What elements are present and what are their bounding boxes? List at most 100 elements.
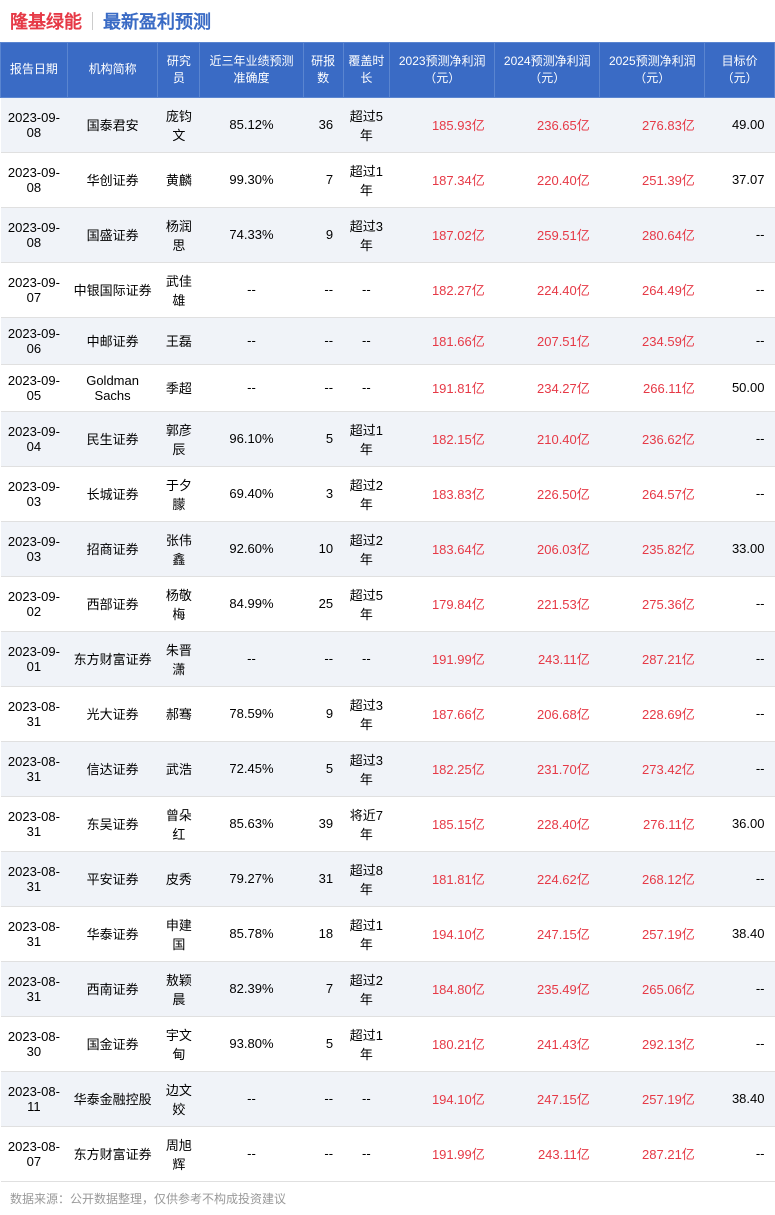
table-cell: 2023-08-07 xyxy=(1,1126,68,1181)
table-cell: 超过3年 xyxy=(343,207,390,262)
table-cell: 曾朵红 xyxy=(158,796,200,851)
table-cell: 超过1年 xyxy=(343,906,390,961)
table-cell: 7 xyxy=(303,961,343,1016)
table-cell: 2023-08-30 xyxy=(1,1016,68,1071)
table-cell: 247.15亿 xyxy=(495,1071,600,1126)
table-cell: 2023-09-03 xyxy=(1,466,68,521)
table-cell: 259.51亿 xyxy=(495,207,600,262)
table-cell: 2023-09-05 xyxy=(1,364,68,411)
table-cell: -- xyxy=(200,631,303,686)
table-cell: -- xyxy=(303,1071,343,1126)
table-cell: 187.66亿 xyxy=(390,686,495,741)
table-cell: 74.33% xyxy=(200,207,303,262)
table-cell: 东方财富证券 xyxy=(67,631,158,686)
table-cell: 183.83亿 xyxy=(390,466,495,521)
table-cell: 287.21亿 xyxy=(600,631,705,686)
table-cell: 184.80亿 xyxy=(390,961,495,1016)
footnote: 数据来源：公开数据整理，仅供参考不构成投资建议 xyxy=(0,1182,775,1215)
table-cell: 38.40 xyxy=(705,1071,775,1126)
table-cell: 243.11亿 xyxy=(495,1126,600,1181)
table-cell: 超过2年 xyxy=(343,961,390,1016)
table-cell: 国金证券 xyxy=(67,1016,158,1071)
table-cell: 中银国际证券 xyxy=(67,262,158,317)
table-cell: 93.80% xyxy=(200,1016,303,1071)
table-cell: 85.63% xyxy=(200,796,303,851)
table-cell: 2023-08-31 xyxy=(1,851,68,906)
table-cell: -- xyxy=(705,207,775,262)
table-cell: 181.66亿 xyxy=(390,317,495,364)
table-cell: 2023-08-31 xyxy=(1,741,68,796)
table-cell: 235.82亿 xyxy=(600,521,705,576)
table-cell: 241.43亿 xyxy=(495,1016,600,1071)
table-cell: 85.78% xyxy=(200,906,303,961)
table-row: 2023-08-31平安证券皮秀79.27%31超过8年181.81亿224.6… xyxy=(1,851,775,906)
table-cell: 长城证券 xyxy=(67,466,158,521)
table-cell: -- xyxy=(343,631,390,686)
table-cell: 5 xyxy=(303,411,343,466)
table-cell: 273.42亿 xyxy=(600,741,705,796)
table-cell: -- xyxy=(343,1071,390,1126)
table-row: 2023-09-05Goldman Sachs季超------191.81亿23… xyxy=(1,364,775,411)
table-cell: 5 xyxy=(303,1016,343,1071)
table-cell: 7 xyxy=(303,152,343,207)
table-cell: 25 xyxy=(303,576,343,631)
table-cell: -- xyxy=(705,686,775,741)
table-cell: 5 xyxy=(303,741,343,796)
table-cell: 光大证券 xyxy=(67,686,158,741)
table-cell: 宇文甸 xyxy=(158,1016,200,1071)
table-cell: 将近7年 xyxy=(343,796,390,851)
table-cell: 3 xyxy=(303,466,343,521)
table-cell: Goldman Sachs xyxy=(67,364,158,411)
table-cell: 华创证券 xyxy=(67,152,158,207)
table-cell: 257.19亿 xyxy=(600,1071,705,1126)
table-cell: 276.11亿 xyxy=(600,796,705,851)
table-cell: 2023-08-31 xyxy=(1,961,68,1016)
table-cell: 2023-08-31 xyxy=(1,796,68,851)
table-cell: 西南证券 xyxy=(67,961,158,1016)
table-cell: 264.57亿 xyxy=(600,466,705,521)
table-cell: 194.10亿 xyxy=(390,906,495,961)
table-cell: 王磊 xyxy=(158,317,200,364)
table-cell: 268.12亿 xyxy=(600,851,705,906)
table-cell: 东方财富证券 xyxy=(67,1126,158,1181)
table-cell: 72.45% xyxy=(200,741,303,796)
table-cell: 194.10亿 xyxy=(390,1071,495,1126)
column-header: 机构简称 xyxy=(67,43,158,98)
table-cell: 69.40% xyxy=(200,466,303,521)
table-cell: 206.03亿 xyxy=(495,521,600,576)
table-cell: 183.64亿 xyxy=(390,521,495,576)
table-cell: 招商证券 xyxy=(67,521,158,576)
table-cell: -- xyxy=(200,262,303,317)
column-header: 研究员 xyxy=(158,43,200,98)
table-cell: 平安证券 xyxy=(67,851,158,906)
table-cell: 杨润思 xyxy=(158,207,200,262)
table-cell: 郭彦辰 xyxy=(158,411,200,466)
table-row: 2023-08-31信达证券武浩72.45%5超过3年182.25亿231.70… xyxy=(1,741,775,796)
table-cell: 超过3年 xyxy=(343,686,390,741)
table-row: 2023-09-07中银国际证券武佳雄------182.27亿224.40亿2… xyxy=(1,262,775,317)
column-header: 研报数 xyxy=(303,43,343,98)
table-cell: 287.21亿 xyxy=(600,1126,705,1181)
table-cell: 191.99亿 xyxy=(390,1126,495,1181)
table-row: 2023-08-31光大证券郝骞78.59%9超过3年187.66亿206.68… xyxy=(1,686,775,741)
divider xyxy=(92,12,93,30)
table-cell: -- xyxy=(343,364,390,411)
company-name: 隆基绿能 xyxy=(10,8,82,34)
table-cell: 华泰金融控股 xyxy=(67,1071,158,1126)
table-cell: 季超 xyxy=(158,364,200,411)
table-cell: -- xyxy=(303,262,343,317)
table-cell: 180.21亿 xyxy=(390,1016,495,1071)
table-cell: 210.40亿 xyxy=(495,411,600,466)
table-cell: 2023-08-31 xyxy=(1,686,68,741)
table-cell: 黄麟 xyxy=(158,152,200,207)
table-cell: 超过3年 xyxy=(343,741,390,796)
table-cell: 2023-09-03 xyxy=(1,521,68,576)
table-cell: -- xyxy=(705,411,775,466)
table-cell: 235.49亿 xyxy=(495,961,600,1016)
table-row: 2023-08-07东方财富证券周旭辉------191.99亿243.11亿2… xyxy=(1,1126,775,1181)
table-row: 2023-08-11华泰金融控股边文姣------194.10亿247.15亿2… xyxy=(1,1071,775,1126)
table-cell: 292.13亿 xyxy=(600,1016,705,1071)
table-row: 2023-09-08国盛证券杨润思74.33%9超过3年187.02亿259.5… xyxy=(1,207,775,262)
table-cell: 信达证券 xyxy=(67,741,158,796)
table-row: 2023-09-08华创证券黄麟99.30%7超过1年187.34亿220.40… xyxy=(1,152,775,207)
